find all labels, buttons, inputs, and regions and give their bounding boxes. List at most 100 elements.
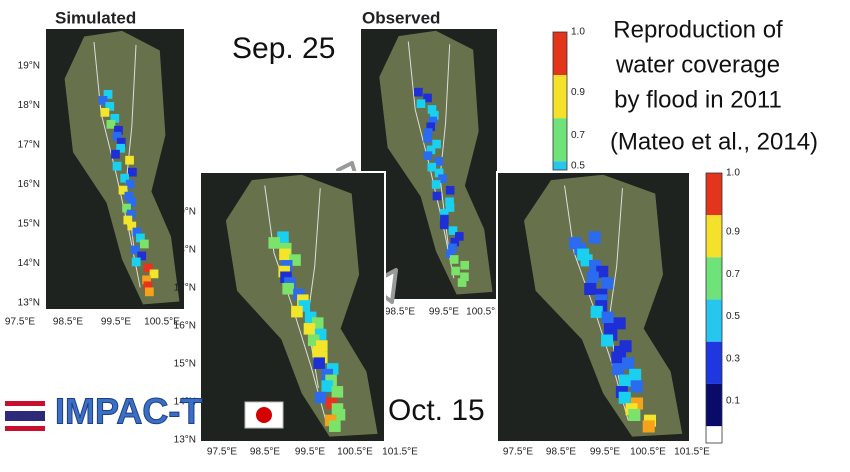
flood-cell	[127, 197, 137, 207]
colorbar-label: 0.5	[571, 161, 585, 172]
flood-cell	[434, 168, 444, 178]
flood-cell	[439, 220, 449, 230]
colorbar-label: 0.7	[571, 130, 585, 141]
flood-cell	[114, 125, 123, 135]
lat-label: 18°N	[18, 100, 40, 111]
flood-cell	[423, 93, 432, 103]
colorbar-label: 0.9	[726, 227, 740, 238]
flood-cell	[100, 107, 110, 117]
flood-cell	[601, 277, 614, 290]
flood-cell	[588, 231, 601, 244]
colorbar: 1.0 0.9 0.7 0.5 0.3 0.1	[705, 168, 740, 444]
date-label: Sep. 25	[232, 32, 335, 65]
flood-cell	[628, 408, 641, 422]
flood-cell	[619, 374, 632, 387]
flood-cell	[432, 139, 441, 149]
lon-label: 98.5°E	[385, 307, 415, 318]
lon-label: 99.5°E	[295, 447, 325, 458]
flood-cell	[438, 174, 447, 184]
flood-cell	[427, 105, 437, 114]
caption-line: water coverage	[615, 51, 780, 78]
flood-cell	[448, 226, 458, 235]
flood-cell	[125, 179, 135, 189]
lon-label: 100.5°E	[337, 447, 373, 458]
lat-label: 17°N	[18, 140, 40, 151]
colorbar-frame	[552, 31, 568, 171]
flood-cell	[460, 272, 469, 282]
flood-cell	[120, 173, 130, 183]
flood-cell	[434, 157, 444, 166]
flood-cell	[431, 180, 441, 189]
logo: IMPAC-T	[55, 391, 202, 432]
flood-cell	[143, 263, 153, 273]
flood-cell	[118, 185, 128, 195]
flood-cell	[586, 271, 599, 284]
flood-cell	[445, 203, 455, 212]
colorbar-label: 0.1	[726, 395, 740, 406]
flood-cell	[445, 197, 454, 207]
colorbar-segment	[706, 257, 722, 300]
flood-cell	[642, 420, 655, 433]
colorbar: 1.0 0.9 0.7 0.5	[552, 27, 585, 172]
lat-label: 16°N	[174, 321, 196, 332]
flood-cell	[423, 151, 433, 160]
lat-label: 19°N	[174, 207, 196, 218]
flood-cell	[416, 99, 426, 109]
flood-cell	[325, 397, 338, 410]
thai-flag	[5, 401, 45, 431]
flood-cell	[321, 380, 334, 392]
colorbar-segment	[706, 173, 722, 216]
flood-cell	[279, 248, 291, 261]
colorbar-label: 0.9	[571, 87, 585, 98]
map-panel: 97.5°E 98.5°E 99.5°E 100.5°E 101.5°E	[496, 171, 710, 458]
flood-cell	[125, 155, 134, 165]
date-label: Oct. 15	[388, 394, 485, 427]
flood-cell	[612, 363, 625, 376]
flood-cell	[106, 119, 116, 129]
flood-cell	[590, 305, 603, 318]
colorbar-label: 0.7	[726, 269, 740, 280]
lat-label: 15°N	[174, 359, 196, 370]
flood-cell	[618, 391, 631, 404]
flood-cell	[611, 351, 624, 364]
flood-cell	[132, 227, 142, 237]
lon-label: 98.5°E	[250, 447, 280, 458]
flood-cell	[282, 282, 294, 295]
lon-label: 97.5°E	[207, 447, 237, 458]
flood-cell	[630, 380, 643, 393]
colorbar-label: 1.0	[571, 27, 585, 38]
colorbar-segment	[706, 383, 722, 427]
flood-cell	[289, 254, 301, 266]
flood-cell	[307, 334, 320, 347]
flood-cell	[122, 203, 131, 213]
flood-cell	[428, 116, 437, 126]
land-area	[64, 30, 180, 305]
flood-cell	[601, 334, 614, 347]
flood-cell	[584, 282, 597, 296]
flood-cell	[105, 102, 115, 111]
flood-cell	[136, 233, 145, 243]
colorbar-segment	[706, 299, 722, 342]
colorbar-label: 0.5	[726, 311, 740, 322]
flood-cell	[596, 265, 609, 278]
colorbar-segment	[553, 32, 567, 76]
japan-flag	[244, 401, 284, 429]
flood-cell	[298, 300, 311, 312]
lat-label: 14°N	[174, 397, 196, 408]
flood-cell	[451, 266, 460, 276]
flood-cell	[291, 305, 303, 318]
flood-cell	[331, 386, 344, 398]
flood-cell	[110, 113, 120, 123]
lat-label: 13°N	[18, 298, 40, 309]
flood-cell	[445, 185, 455, 195]
flood-cell	[112, 161, 122, 171]
map-panel: 13°N 14°N 15°N 16°N 17°N 18°N 19°N 97.5°E 98.5°E…	[174, 171, 418, 458]
flood-cell	[426, 145, 436, 155]
flood-cell	[143, 281, 153, 291]
flood-cell	[622, 357, 635, 370]
flood-cell	[423, 128, 433, 137]
lat-label: 14°N	[18, 258, 40, 269]
lon-label: 100.5°E	[466, 307, 502, 318]
flood-cell	[128, 167, 137, 177]
